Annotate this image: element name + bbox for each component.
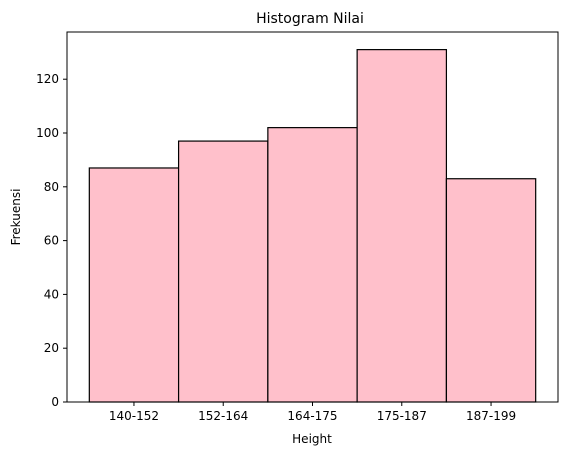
chart-title: Histogram Nilai [256, 11, 364, 27]
x-axis-label: Height [292, 432, 332, 446]
y-tick-label: 60 [44, 234, 59, 248]
y-axis-ticks: 0 20 40 60 80 100 120 [36, 72, 67, 409]
x-tick-label: 164-175 [287, 409, 337, 423]
y-tick-label: 40 [44, 287, 59, 301]
y-tick-label: 0 [51, 395, 59, 409]
x-tick-label: 152-164 [198, 409, 248, 423]
bar-152-164 [177, 140, 269, 403]
x-tick-label: 187-199 [466, 409, 516, 423]
plot-frame [66, 31, 559, 403]
bar-140-152 [88, 167, 180, 403]
bar-187-199 [445, 178, 537, 403]
x-tick-label: 140-152 [109, 409, 159, 423]
y-tick-label: 20 [44, 341, 59, 355]
y-tick-label: 80 [44, 180, 59, 194]
bar-164-175 [267, 127, 358, 403]
bar-175-187 [356, 49, 448, 403]
y-tick-label: 120 [36, 72, 59, 86]
x-axis-ticks: 140-152 152-164 164-175 175-187 187-199 [109, 402, 516, 423]
y-axis-label: Frekuensi [9, 189, 23, 246]
y-tick-label: 100 [36, 126, 59, 140]
x-tick-label: 175-187 [377, 409, 427, 423]
bars-group [88, 49, 537, 403]
